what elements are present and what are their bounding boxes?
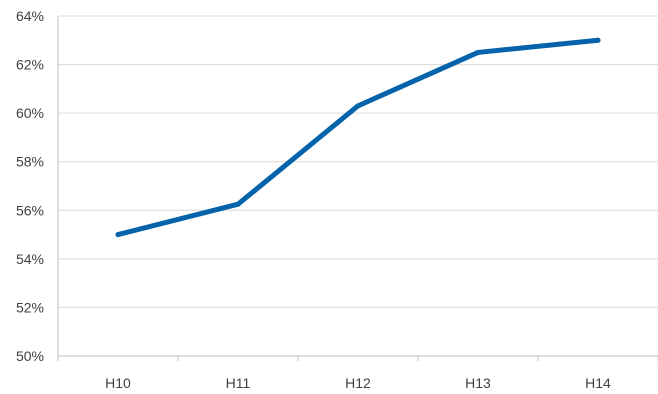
x-tick-label: H11 — [226, 375, 251, 391]
axis-layer — [57, 16, 658, 361]
data-point — [355, 103, 361, 109]
y-tick-label: 56% — [16, 202, 44, 218]
data-point — [595, 37, 601, 43]
y-tick-label: 58% — [16, 154, 44, 170]
data-point — [235, 201, 241, 207]
series-line — [115, 37, 601, 238]
data-point — [475, 49, 481, 55]
data-point — [115, 232, 121, 238]
x-tick-labels: H10 H11 H12 H13 H14 — [105, 375, 611, 391]
y-tick-labels: 50% 52% 54% 56% 58% 60% 62% 64% — [16, 8, 44, 364]
y-tick-label: 54% — [16, 251, 44, 267]
y-tick-label: 64% — [16, 8, 44, 24]
y-tick-label: 60% — [16, 105, 44, 121]
x-tick-label: H13 — [465, 375, 491, 391]
y-tick-label: 52% — [16, 299, 44, 315]
x-tick-label: H10 — [105, 375, 131, 391]
y-tick-label: 62% — [16, 57, 44, 73]
x-tick-label: H12 — [345, 375, 371, 391]
grid-layer — [58, 15, 658, 308]
series-layer — [115, 37, 601, 238]
x-tick-label: H14 — [585, 375, 611, 391]
y-tick-label: 50% — [16, 348, 44, 364]
